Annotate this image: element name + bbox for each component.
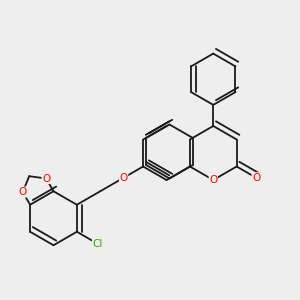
Text: O: O (42, 173, 50, 184)
Text: Cl: Cl (92, 239, 103, 249)
Text: O: O (252, 173, 260, 183)
Text: O: O (209, 175, 218, 185)
Text: O: O (119, 173, 128, 183)
Text: O: O (19, 187, 27, 197)
